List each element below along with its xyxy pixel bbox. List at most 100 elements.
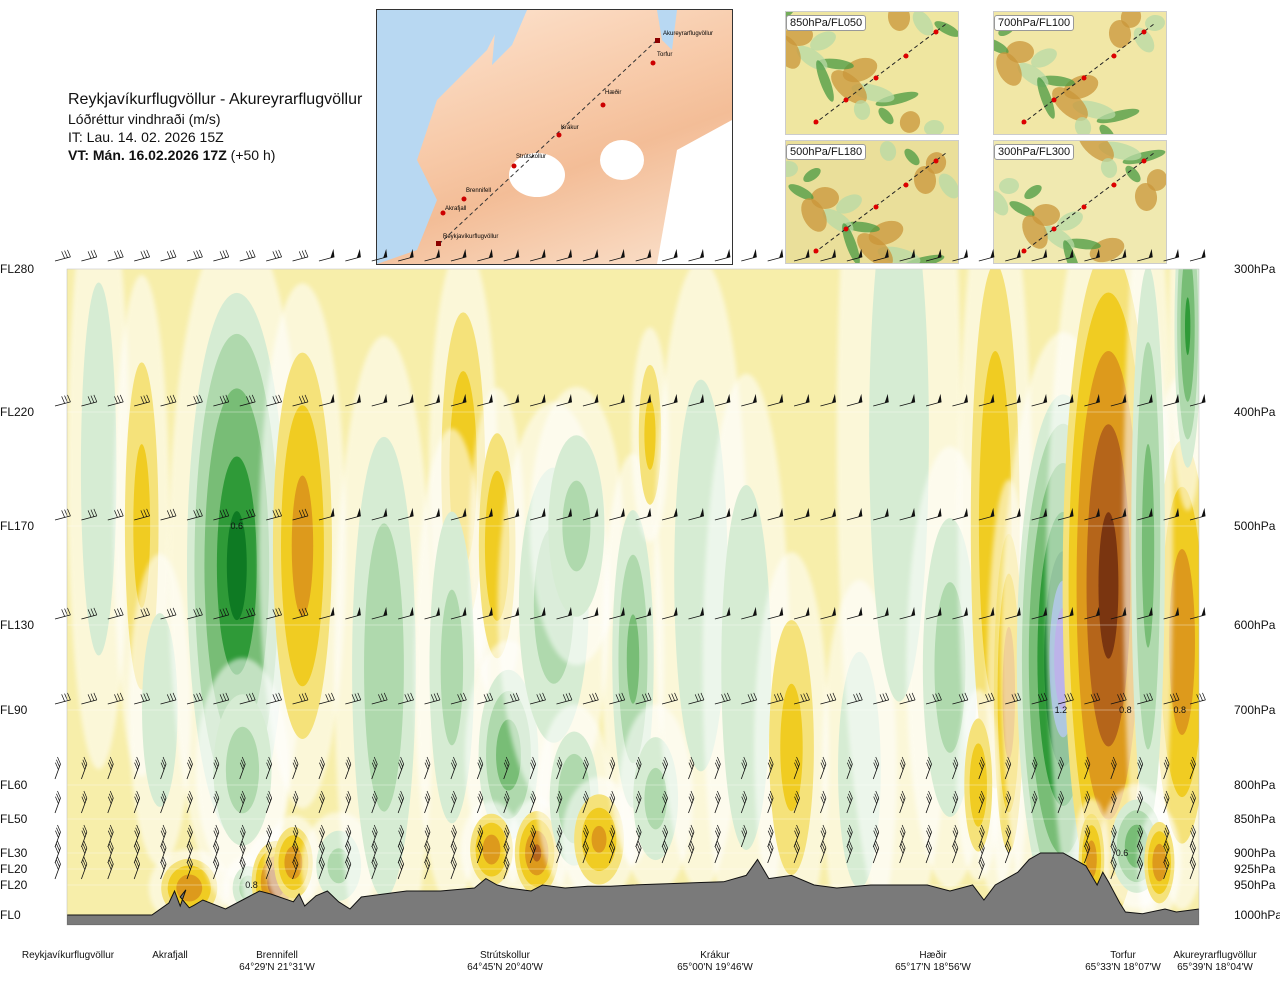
contour-label: 0.8 — [1173, 705, 1186, 715]
wind-barb — [846, 790, 853, 814]
variable-label: Lóðréttur vindhraði (m/s) — [68, 111, 221, 127]
cross-section-point: Krákur 65°00'N 19°46'W — [677, 950, 753, 974]
wind-barb — [265, 856, 273, 880]
wind-barb — [820, 248, 837, 262]
point-name: Akrafjall — [152, 950, 188, 961]
route-map: Akureyrarflugvöllur Torfur Hæðir Krákur … — [376, 9, 733, 265]
wind-barb — [741, 393, 757, 407]
wind-barb — [160, 249, 177, 262]
wind-barb — [54, 249, 71, 262]
cell-band — [482, 834, 501, 865]
wind-barb — [503, 692, 520, 705]
wind-barb — [424, 856, 431, 880]
wind-barb — [846, 824, 853, 848]
wind-barb — [503, 756, 510, 780]
wind-barb — [1057, 393, 1074, 407]
wind-barb — [186, 508, 203, 521]
wind-barb — [134, 692, 150, 705]
wind-barb — [714, 393, 731, 407]
cell-band — [1169, 548, 1195, 736]
wind-barb — [925, 824, 932, 848]
wind-barb — [952, 756, 959, 780]
wind-barb — [292, 508, 309, 521]
wind-barb — [239, 790, 246, 814]
wind-barb — [661, 248, 678, 262]
wind-barb — [1057, 507, 1074, 521]
wind-barb — [1189, 824, 1196, 848]
wind-barb — [820, 840, 827, 864]
wind-barb — [1005, 248, 1021, 262]
contour-label: 0.8 — [1119, 705, 1132, 715]
wind-barb — [318, 248, 335, 262]
cell-band — [562, 480, 591, 572]
wind-barb — [635, 507, 652, 521]
wind-barb — [424, 393, 441, 407]
point-coord: 64°29'N 21°31'W — [239, 962, 315, 973]
wind-barb — [450, 393, 467, 407]
wind-barb — [81, 824, 88, 848]
wind-barb — [107, 756, 114, 780]
flight-level-label: FL20 — [0, 878, 28, 892]
cell-band — [1152, 843, 1167, 882]
wind-barb — [371, 840, 378, 864]
velocity-cell — [460, 801, 523, 898]
contour-label: 1.2 — [1055, 705, 1068, 715]
wind-barb — [1163, 756, 1170, 780]
wind-barb — [846, 756, 853, 780]
cell-band — [284, 846, 303, 880]
wind-barb — [741, 692, 758, 705]
velocity-cell — [195, 658, 290, 882]
wind-barb — [1005, 393, 1021, 407]
wind-barb — [1057, 790, 1064, 814]
wind-barb — [714, 692, 731, 705]
pressure-level-label: 800hPa — [1234, 778, 1276, 792]
wind-barb — [107, 840, 114, 864]
waypoint-label: Torfur — [657, 52, 672, 58]
wind-barb — [661, 756, 668, 780]
wind-barb — [793, 507, 810, 521]
velocity-cell — [258, 283, 347, 809]
eyjafjordur — [657, 10, 677, 50]
wind-barb — [265, 790, 273, 814]
wind-barb — [635, 790, 642, 814]
wind-barb — [1084, 756, 1091, 780]
wind-barb — [450, 606, 467, 620]
wind-barb — [1163, 856, 1170, 880]
wind-barb — [1189, 840, 1196, 864]
chart-header: Reykjavíkurflugvöllur - Akureyrarflugvöl… — [68, 90, 362, 164]
wind-barb — [292, 249, 309, 262]
wind-barb — [873, 507, 889, 521]
wind-barb — [767, 692, 784, 705]
wind-barb — [424, 248, 441, 262]
wind-barb — [292, 394, 309, 407]
point-coord: 65°00'N 19°46'W — [677, 962, 753, 973]
wind-barb — [107, 856, 114, 880]
wind-barb — [978, 756, 985, 780]
wind-barb — [661, 824, 668, 848]
route-map-svg: Akureyrarflugvöllur Torfur Hæðir Krákur … — [377, 10, 732, 264]
wind-barb — [793, 824, 800, 848]
wind-barb — [714, 248, 731, 262]
point-coord: 65°17'N 18°56'W — [895, 962, 971, 973]
wind-barb — [424, 790, 431, 814]
wind-barb — [345, 606, 361, 620]
wind-barb — [292, 840, 299, 864]
wind-barb — [582, 756, 589, 780]
velocity-cell — [1169, 269, 1199, 511]
wind-barb — [81, 249, 98, 262]
wind-barb — [530, 393, 546, 407]
waypoint-krakur: Krákur — [556, 125, 579, 138]
wind-barb — [1189, 790, 1196, 814]
wind-barb — [609, 692, 626, 705]
wind-barb — [1004, 824, 1012, 848]
wind-barb — [1163, 507, 1180, 521]
wind-barb — [212, 840, 220, 864]
wind-barb — [371, 606, 388, 620]
wind-barb — [1084, 393, 1100, 407]
wind-barb — [556, 692, 573, 705]
wind-barb — [688, 692, 705, 705]
wind-barb — [292, 692, 309, 705]
wind-barb — [54, 790, 61, 814]
wind-barb — [503, 840, 510, 864]
wind-barb — [952, 692, 969, 705]
